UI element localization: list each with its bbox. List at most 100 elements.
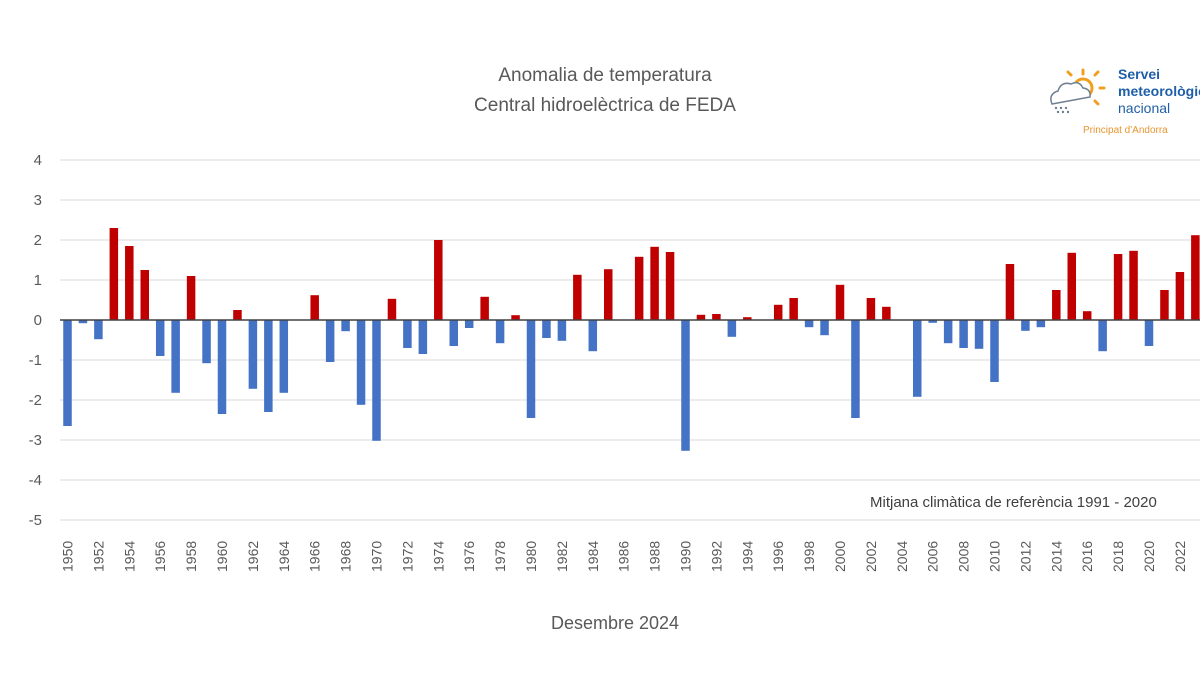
bar-2006 xyxy=(928,320,937,323)
bar-2008 xyxy=(959,320,968,348)
bar-1976 xyxy=(464,320,474,328)
x-tick-label: 1980 xyxy=(523,541,539,572)
reference-note: Mitjana climàtica de referència 1991 - 2… xyxy=(870,494,1157,511)
bar-1978 xyxy=(495,320,505,344)
bar-2012 xyxy=(1021,320,1030,331)
x-tick-label: 1970 xyxy=(369,541,385,572)
bar-2023 xyxy=(1191,235,1200,320)
bar-1950 xyxy=(63,320,72,426)
bar-1985 xyxy=(604,269,613,320)
bar-1988 xyxy=(650,246,659,320)
bar-1961 xyxy=(233,310,242,320)
x-tick-label: 2014 xyxy=(1048,541,1064,572)
bar-1981 xyxy=(542,320,551,338)
x-tick-label: 1988 xyxy=(647,541,663,572)
bar-1956 xyxy=(155,320,165,356)
bar-1962 xyxy=(248,320,258,389)
x-tick-label: 2018 xyxy=(1110,541,1126,572)
bar-1969 xyxy=(356,320,366,405)
bar-2017 xyxy=(1098,320,1107,352)
y-tick-label: 2 xyxy=(34,232,42,249)
bar-1977 xyxy=(480,296,489,320)
x-tick-label: 2002 xyxy=(863,541,879,572)
x-tick-label: 1982 xyxy=(554,541,570,572)
x-tick-label: 2006 xyxy=(925,541,941,572)
y-axis-ticks: 4 3 2 1 0 -1 -2 -3 -4 -5 xyxy=(29,152,42,529)
bar-2013 xyxy=(1036,320,1046,328)
bar-1979 xyxy=(511,315,520,320)
logo-subtitle: Principat d'Andorra xyxy=(1083,125,1168,136)
bar-1992 xyxy=(712,314,721,320)
bars xyxy=(63,228,1200,451)
x-axis-label: Desembre 2024 xyxy=(551,613,679,633)
bar-1957 xyxy=(171,320,180,393)
bar-1955 xyxy=(140,270,149,320)
bar-1954 xyxy=(125,246,134,320)
bar-1994 xyxy=(743,317,752,320)
chart-title: Anomalia de temperatura xyxy=(498,65,712,86)
x-tick-label: 1956 xyxy=(152,541,168,572)
bar-2014 xyxy=(1052,290,1061,320)
bar-2020 xyxy=(1144,320,1154,346)
x-tick-label: 1954 xyxy=(121,541,137,572)
x-tick-label: 1968 xyxy=(338,541,354,572)
bar-1980 xyxy=(526,320,536,418)
bar-1991 xyxy=(696,314,706,320)
chart-subtitle: Central hidroelèctrica de FEDA xyxy=(474,95,736,116)
bar-2003 xyxy=(882,306,891,320)
y-tick-label: 3 xyxy=(34,192,42,209)
logo-line2: meteorològic xyxy=(1118,83,1200,99)
bar-2022 xyxy=(1175,272,1185,320)
x-tick-label: 2008 xyxy=(956,541,972,572)
x-tick-label: 1974 xyxy=(430,541,446,572)
x-tick-label: 1972 xyxy=(399,541,415,572)
x-tick-label: 1978 xyxy=(492,541,508,572)
bar-1967 xyxy=(325,320,335,362)
bar-1959 xyxy=(202,320,211,364)
bar-1973 xyxy=(418,320,428,354)
y-tick-label: 0 xyxy=(34,312,42,329)
bar-1974 xyxy=(434,240,443,320)
x-tick-label: 1950 xyxy=(60,541,76,572)
x-tick-label: 2016 xyxy=(1079,541,1095,572)
x-tick-label: 1958 xyxy=(183,541,199,572)
cloud-icon xyxy=(1050,81,1091,114)
x-tick-label: 1962 xyxy=(245,541,261,572)
x-tick-label: 1994 xyxy=(739,541,755,572)
bar-2011 xyxy=(1005,264,1015,320)
y-tick-label: -2 xyxy=(29,392,42,409)
bar-1972 xyxy=(403,320,412,348)
bar-1984 xyxy=(588,320,598,352)
x-tick-label: 1964 xyxy=(276,541,292,572)
bar-2005 xyxy=(913,320,922,397)
x-tick-label: 1984 xyxy=(585,541,601,572)
y-tick-label: -1 xyxy=(29,352,42,369)
x-tick-label: 2010 xyxy=(987,541,1003,572)
bar-1982 xyxy=(557,320,567,341)
bar-1960 xyxy=(217,320,227,414)
x-tick-label: 1998 xyxy=(801,541,817,572)
y-tick-label: -5 xyxy=(29,512,42,529)
bar-1993 xyxy=(727,320,737,337)
bar-2018 xyxy=(1113,254,1123,320)
bar-2009 xyxy=(974,320,984,349)
bar-1953 xyxy=(109,228,119,320)
x-tick-label: 2020 xyxy=(1141,541,1157,572)
x-tick-label: 2000 xyxy=(832,541,848,572)
x-tick-label: 1952 xyxy=(90,541,106,572)
bar-1951 xyxy=(78,320,88,324)
bar-1958 xyxy=(186,276,196,320)
bar-1971 xyxy=(387,298,397,320)
bar-1989 xyxy=(665,252,675,320)
y-tick-label: -4 xyxy=(29,472,42,489)
x-tick-label: 1992 xyxy=(708,541,724,572)
x-tick-label: 2022 xyxy=(1172,541,1188,572)
bar-1975 xyxy=(449,320,458,346)
bar-1966 xyxy=(310,295,319,320)
x-tick-label: 1960 xyxy=(214,541,230,572)
bar-1964 xyxy=(279,320,289,393)
bar-2015 xyxy=(1067,252,1076,320)
bar-1997 xyxy=(789,298,798,320)
bar-1963 xyxy=(264,320,273,412)
